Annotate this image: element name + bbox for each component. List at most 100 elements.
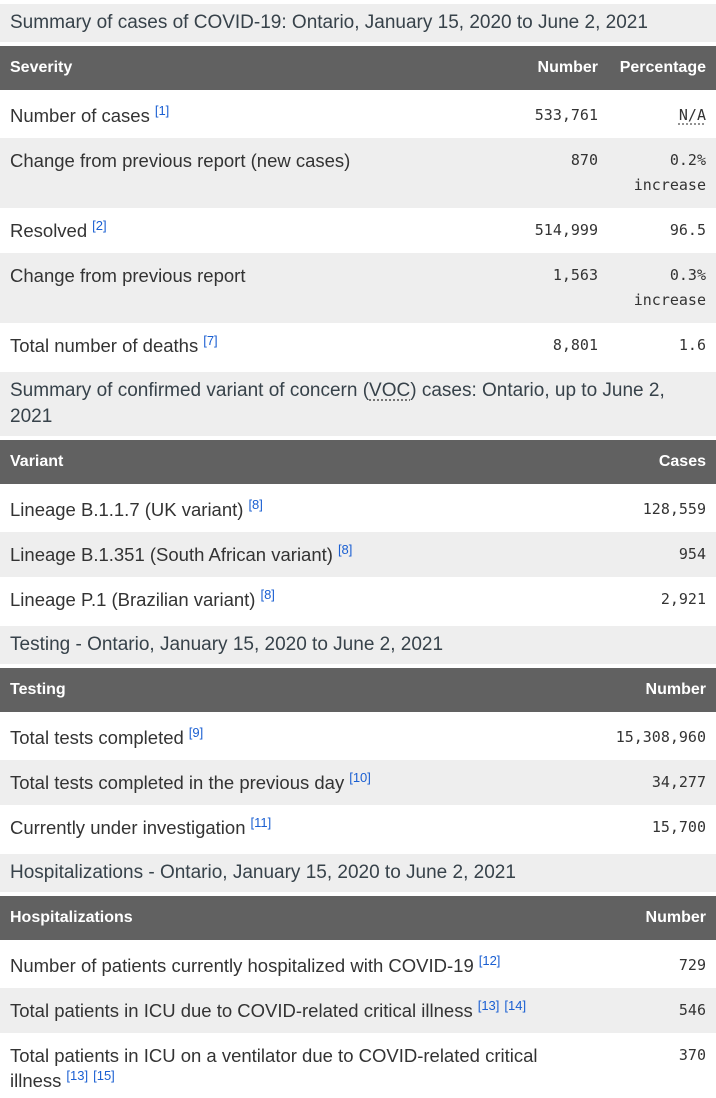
percentage-cell: 96.5 [608,208,716,253]
row-label-cell: Number of cases [1] [0,91,492,138]
data-table-severity: Severity Number Percentage Number of cases[… [0,46,716,368]
footnote-link[interactable]: [8] [260,586,275,602]
header-row: Severity Number Percentage [0,46,716,93]
number-cell: 2,921 [600,577,716,622]
row-label-cell: Lineage B.1.1.7 (UK variant) [8] [0,485,600,532]
table-body: Number of cases [1] 533,761 N/A Change from … [0,91,716,368]
number-cell: 533,761 [492,91,608,138]
table-row: Change from previous report 1,563 0.3% incr… [0,253,716,323]
column-header-number: Number [600,668,716,715]
number-cell: 15,308,960 [600,713,716,760]
row-label: Total number of deaths [10,335,199,356]
footnote-link[interactable]: [9] [188,724,204,740]
footnote-link[interactable]: [10] [349,769,371,785]
column-header-percentage: Percentage [608,46,716,93]
column-header-hospitalizations: Hospitalizations [0,896,600,943]
row-label: Change from previous report [10,265,246,286]
table-row: Currently under investigation [11] 15,700 [0,805,716,850]
number-cell: 15,700 [600,805,716,850]
table-section-variants: Summary of confirmed variant of concern … [0,372,716,622]
number-cell: 870 [492,138,608,208]
footnote-marker: [13] [66,1068,88,1083]
table-section-severity: Summary of cases of COVID-19: Ontario, J… [0,4,716,368]
table-head: Severity Number Percentage [0,46,716,93]
row-label: Change from previous report (new cases) [10,150,351,171]
footnote-marker: [8] [248,497,262,512]
percentage-cell: N/A [608,91,716,138]
footnote-link[interactable]: [8] [337,541,353,557]
row-label: Number of cases [10,105,150,126]
footnote-marker: [10] [349,770,371,785]
data-table-hospitalizations: Hospitalizations Number Number of patients… [0,896,716,1098]
column-header-testing: Testing [0,668,600,715]
row-label-cell: Resolved [2] [0,208,492,253]
row-label-cell: Change from previous report [0,253,492,323]
caption-text: Summary of confirmed variant of concern … [10,380,370,401]
table-row: Total patients in ICU due to COVID-relat… [0,988,716,1033]
footnote-link[interactable]: [13] [477,997,500,1013]
table-caption-testing: Testing - Ontario, January 15, 2020 to J… [0,626,716,664]
row-label: Total tests completed in the previous da… [10,772,345,793]
number-cell: 729 [600,941,716,988]
footnote-link[interactable]: [13] [66,1067,89,1083]
table-row: Lineage P.1 (Brazilian variant) [8] 2,921 [0,577,716,622]
caption-text: Hospitalizations - Ontario, January 15, … [10,862,516,883]
table-row: Number of cases [1] 533,761 N/A [0,91,716,138]
table-row: Total tests completed in the previous da… [0,760,716,805]
table-row: Resolved [2] 514,999 96.5 [0,208,716,253]
row-label: Lineage P.1 (Brazilian variant) [10,589,256,610]
row-label-cell: Lineage P.1 (Brazilian variant) [8] [0,577,600,622]
percentage-cell: 0.2% increase [608,138,716,208]
table-row: Total patients in ICU on a ventilator du… [0,1033,716,1098]
footnote-link[interactable]: [12] [478,952,501,968]
table-caption-severity: Summary of cases of COVID-19: Ontario, J… [0,4,716,42]
header-row: Variant Cases [0,440,716,487]
number-cell: 8,801 [492,323,608,368]
table-head: Variant Cases [0,440,716,487]
footnote-marker: [2] [92,218,106,233]
row-label: Total patients in ICU due to COVID-relat… [10,1000,473,1021]
row-label-cell: Currently under investigation [11] [0,805,600,850]
footnote-marker: [8] [338,542,352,557]
caption-text: ) cases: Ontario, up to June 2, 2021 [10,380,665,427]
footnote-link[interactable]: [2] [92,217,107,233]
percentage-value: 96.5 [669,221,706,239]
data-table-testing: Testing Number Total tests completed [9] 15,… [0,668,716,850]
table-body: Total tests completed [9] 15,308,960 Total … [0,713,716,850]
data-table-variants: Variant Cases Lineage B.1.1.7 (UK variant)… [0,440,716,622]
row-label: Resolved [10,220,88,241]
footnote-link[interactable]: [15] [93,1067,115,1083]
table-body: Lineage B.1.1.7 (UK variant) [8] 128,559 Li… [0,485,716,622]
number-cell: 370 [600,1033,716,1098]
row-label-cell: Total tests completed [9] [0,713,600,760]
header-row: Hospitalizations Number [0,896,716,943]
footnote-link[interactable]: [11] [250,814,272,830]
percentage-value: 1.6 [678,336,706,354]
column-header-variant: Variant [0,440,600,487]
table-row: Total tests completed [9] 15,308,960 [0,713,716,760]
header-row: Testing Number [0,668,716,715]
table-head: Testing Number [0,668,716,715]
footnote-link[interactable]: [14] [504,997,527,1013]
percentage-value: N/A [678,106,706,124]
row-label-cell: Total patients in ICU due to COVID-relat… [0,988,600,1033]
row-label-cell: Lineage B.1.351 (South African variant) [… [0,532,600,577]
row-label-cell: Number of patients currently hospitalize… [0,941,600,988]
table-caption-variants: Summary of confirmed variant of concern … [0,372,716,436]
table-section-hospitalizations: Hospitalizations - Ontario, January 15, … [0,854,716,1098]
footnote-link[interactable]: [8] [248,496,263,512]
footnote-marker: [8] [260,587,274,602]
table-caption-hospitalizations: Hospitalizations - Ontario, January 15, … [0,854,716,892]
row-label-cell: Total tests completed in the previous da… [0,760,600,805]
table-body: Number of patients currently hospitalize… [0,941,716,1098]
column-header-number: Number [600,896,716,943]
percentage-value: 0.3% [669,266,706,284]
footnote-link[interactable]: [7] [203,332,218,348]
percentage-note: increase [633,176,706,194]
row-label-cell: Total patients in ICU on a ventilator du… [0,1033,600,1098]
footnote-link[interactable]: [1] [154,102,170,118]
footnote-marker: [9] [189,725,203,740]
table-row: Total number of deaths [7] 8,801 1.6 [0,323,716,368]
column-header-number: Number [492,46,608,93]
